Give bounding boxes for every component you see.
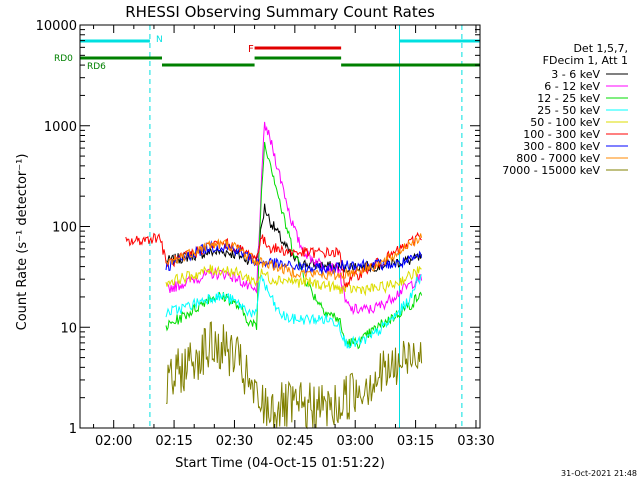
- x-axis-label: Start Time (04-Oct-15 01:51:22): [175, 456, 385, 471]
- x-tick-label: 03:00: [336, 434, 373, 449]
- legend-entry-label: 100 - 300 keV: [523, 128, 600, 141]
- rd6-flag-label: RD6: [87, 62, 106, 72]
- x-tick-label: 03:15: [397, 434, 434, 449]
- plot-frame: [79, 24, 481, 429]
- x-tick-label: 02:30: [216, 434, 253, 449]
- y-tick-label: 1000: [44, 120, 77, 135]
- legend-header-line: FDecim 1, Att 1: [543, 54, 628, 67]
- x-tick-label: 02:15: [155, 434, 192, 449]
- series-line-7: [165, 240, 423, 275]
- y-tick-label: 1: [69, 422, 77, 437]
- y-tick-label: 100: [52, 221, 77, 236]
- series-line-2: [165, 121, 423, 316]
- rd0-flag-label: RD0: [54, 54, 73, 64]
- status-bars: N F RD0 RD6: [54, 25, 480, 428]
- legend-entry-label: 25 - 50 keV: [537, 104, 600, 117]
- night-flag-label: N: [156, 35, 163, 45]
- legend-entry-label: 300 - 800 keV: [523, 140, 600, 153]
- y-axis-label: Count Rate (s⁻¹ detector⁻¹): [15, 154, 30, 331]
- legend-entry-label: 6 - 12 keV: [544, 80, 600, 93]
- series-line-6: [125, 231, 422, 289]
- legend-entry-label: 800 - 7000 keV: [516, 152, 600, 165]
- flare-flag-label: F: [248, 44, 254, 55]
- series-line-8: [165, 233, 423, 281]
- legend-header-line: Det 1,5,7,: [573, 42, 628, 55]
- series-lines: [125, 121, 423, 430]
- y-tick-label: 10: [60, 321, 77, 336]
- legend-entry-label: 7000 - 15000 keV: [502, 164, 600, 177]
- y-tick-label: 10000: [36, 19, 77, 34]
- legend-entry-label: 12 - 25 keV: [537, 92, 600, 105]
- series-line-3: [165, 141, 423, 350]
- axes: 1 10 100 1000 10000 02:00 02:15 02:30 02:45 03:00…: [36, 19, 495, 449]
- chart-title: RHESSI Observing Summary Count Rates: [125, 3, 435, 21]
- legend-entry-label: 3 - 6 keV: [551, 68, 600, 81]
- x-tick-label: 02:00: [95, 434, 132, 449]
- x-tick-label: 03:30: [457, 434, 494, 449]
- x-tick-label: 02:45: [276, 434, 313, 449]
- series-line-4: [165, 274, 422, 349]
- legend-entry-label: 50 - 100 keV: [530, 116, 600, 129]
- timestamp: 31-Oct-2021 21:48: [561, 469, 637, 478]
- series-line-5: [165, 264, 422, 297]
- series-line-9: [165, 321, 423, 430]
